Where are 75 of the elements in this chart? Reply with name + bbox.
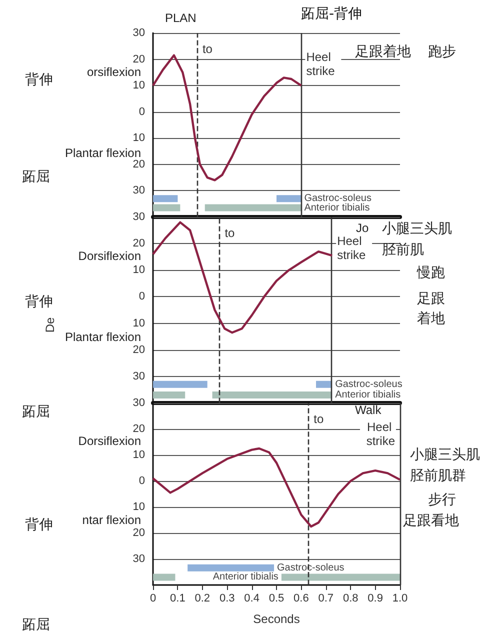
y-tick-label: 20: [132, 53, 145, 66]
y-tick-label: 10: [132, 501, 145, 513]
y-tick-label: 30: [132, 370, 145, 382]
text: 背伸: [25, 517, 53, 533]
series-label: Anterior tibialis: [212, 572, 278, 583]
y-tick-label: 20: [132, 158, 145, 170]
series-label: Gastroc-soleus: [277, 562, 344, 574]
y-tick-label: 30: [132, 184, 145, 197]
ref-line-label: Heel strike: [366, 420, 396, 448]
text: 跑步: [428, 44, 456, 60]
text: 背伸: [25, 294, 53, 310]
y-tick-label: 10: [132, 317, 145, 330]
x-axis-title: Seconds: [253, 612, 300, 626]
y-tick-label: 20: [132, 527, 145, 539]
y-tick-label: 10: [132, 132, 145, 144]
x-tick-label: 0.6: [294, 592, 309, 604]
annotation: Walk: [355, 403, 382, 417]
annotation: 小腿三头肌: [382, 221, 452, 237]
y-tick-label: 30: [132, 397, 145, 409]
y-tick-label: 30: [132, 553, 145, 565]
y-tick-label: 0: [138, 290, 145, 303]
text: 跖屈: [22, 404, 50, 420]
text: Plantar flexion: [64, 330, 141, 344]
series-label: Gastroc-soleus: [335, 378, 402, 390]
x-tick-label: 0.9: [368, 592, 383, 604]
annotation: 胫前肌: [382, 242, 424, 258]
y-tick-label: 20: [132, 238, 145, 250]
ref-line-label: Heel strike: [306, 50, 336, 78]
text: Plantar flexion: [64, 146, 141, 160]
series-label: Gastroc-soleus: [304, 193, 372, 204]
text: 足跟看地: [403, 513, 459, 529]
text: 胫前肌群: [410, 468, 466, 484]
x-tick-label: 0.2: [194, 592, 210, 604]
text: 跖屈: [22, 169, 50, 185]
y-tick-label: 30: [132, 27, 145, 39]
series-label: Anterior tibialis: [304, 202, 370, 214]
line-series: [152, 54, 302, 182]
y-tick-label: 10: [132, 449, 145, 461]
chart-title: 跖屈-背伸: [301, 6, 362, 22]
y-tick-label: 0: [138, 106, 145, 118]
text: ntar flexion: [82, 513, 141, 527]
x-tick-label: 0.8: [342, 592, 358, 604]
text: Dorsiflexion: [78, 249, 141, 263]
text: Dorsiflexion: [78, 434, 141, 448]
annotation: Jo: [356, 221, 369, 235]
x-tick-label: 0: [150, 592, 156, 604]
ref-line-label: to: [202, 42, 213, 56]
annotation: 足跟着地: [355, 44, 411, 60]
ref-line-label: to: [224, 226, 236, 240]
x-tick-label: 1.0: [392, 592, 408, 604]
text: 步行: [428, 492, 456, 508]
series-label: Anterior tibialis: [335, 390, 401, 401]
x-tick-label: 0.1: [170, 592, 186, 604]
ref-line-label: Heel strike: [337, 234, 366, 262]
text: orsiflexion: [86, 65, 141, 79]
text: 背伸: [25, 72, 53, 88]
text: 慢跑: [416, 265, 445, 281]
x-tick-label: 0.4: [244, 592, 260, 604]
text: 小腿三头肌: [410, 447, 480, 463]
y-tick-label: 0: [138, 475, 145, 487]
x-tick-label: 0.5: [268, 592, 284, 604]
y-tick-label: 20: [132, 423, 145, 435]
text: 跖屈: [22, 617, 50, 633]
line-series: [152, 447, 402, 528]
y-tick-label: 30: [132, 211, 145, 223]
y-axis-title: De: [43, 317, 57, 333]
text: 足跟着地: [417, 291, 445, 327]
line-series: [152, 221, 334, 334]
y-tick-label: 10: [132, 80, 145, 92]
ref-line-label: to: [314, 412, 324, 426]
y-tick-label: 10: [132, 264, 145, 276]
x-tick-label: 0.3: [219, 592, 235, 604]
text: PLAN: [165, 11, 196, 25]
x-tick-label: 0.7: [318, 592, 334, 604]
y-tick-label: 20: [132, 344, 145, 356]
